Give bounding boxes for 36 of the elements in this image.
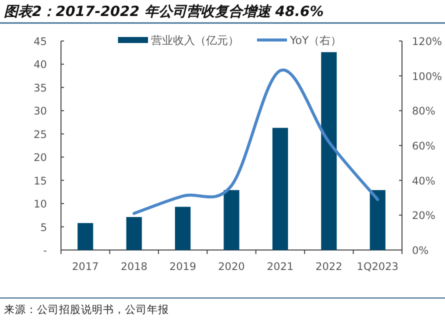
bar <box>78 223 94 250</box>
y-tick-label: 20 <box>34 152 47 164</box>
bar <box>174 206 191 250</box>
y2-tick-label: 100% <box>412 70 442 83</box>
y2-tick-label: 20% <box>412 210 436 222</box>
bar <box>321 52 337 250</box>
x-tick-label: 2019 <box>169 261 196 273</box>
y2-tick-label: 60% <box>412 140 436 152</box>
x-tick-label: 2018 <box>120 261 148 273</box>
y2-tick-label: 0% <box>412 245 429 257</box>
y-tick-label: 45 <box>34 36 47 48</box>
x-tick-label: 1Q2023 <box>356 261 398 273</box>
y-tick-label: 25 <box>34 128 47 141</box>
bar <box>224 190 240 250</box>
y-tick-label: 10 <box>34 198 47 211</box>
line-series <box>132 68 380 215</box>
y-tick-label: 30 <box>34 106 47 118</box>
x-tick-label: 2021 <box>266 261 294 273</box>
y-tick-label: 15 <box>34 175 47 188</box>
bar <box>370 190 386 250</box>
x-tick-label: 2017 <box>72 261 99 273</box>
legend-label: YoY（右） <box>289 34 342 47</box>
y2-tick-label: 120% <box>412 36 442 48</box>
y2-tick-label: 80% <box>412 106 436 118</box>
bar <box>272 128 288 250</box>
x-tick-label: 2020 <box>218 261 245 273</box>
chart-title: 图表2：2017-2022 年公司营收复合增速 48.6% <box>4 4 324 20</box>
source-note: 来源：公司招股说明书，公司年报 <box>4 303 169 316</box>
y-tick-label: - <box>43 245 48 257</box>
x-tick-label: 2022 <box>316 261 342 273</box>
bar <box>126 217 142 250</box>
legend-label: 营业收入（亿元） <box>151 34 239 47</box>
y2-tick-label: 40% <box>412 175 436 188</box>
y-tick-label: 35 <box>34 82 47 94</box>
y-tick-label: 5 <box>40 222 47 234</box>
y-tick-label: 40 <box>34 59 47 72</box>
